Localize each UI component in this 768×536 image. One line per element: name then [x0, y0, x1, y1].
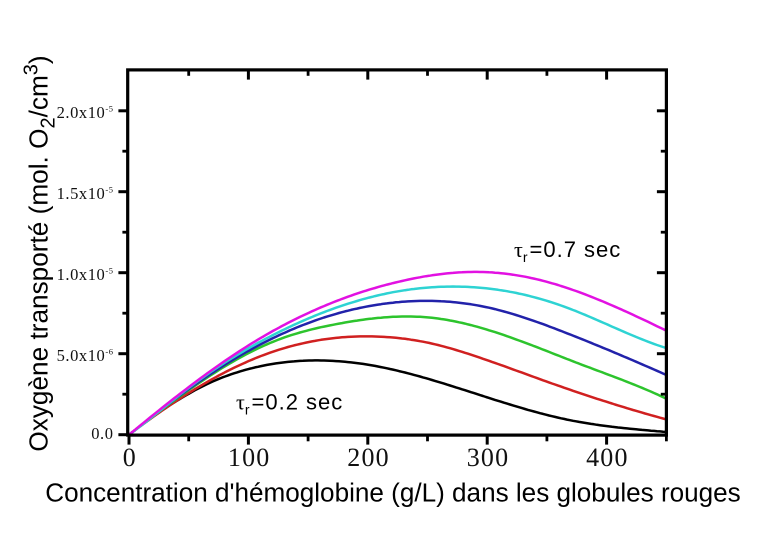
svg-text:300: 300 — [467, 443, 510, 472]
svg-text:=0.2 sec: =0.2 sec — [252, 390, 344, 415]
svg-text:=0.7 sec: =0.7 sec — [530, 237, 622, 262]
svg-text:100: 100 — [228, 443, 271, 472]
svg-text:0.0: 0.0 — [91, 424, 113, 443]
svg-text:200: 200 — [347, 443, 390, 472]
svg-text:1.5x10-5: 1.5x10-5 — [57, 184, 114, 203]
svg-text:Concentration d'hémoglobine (g: Concentration d'hémoglobine (g/L) dans l… — [45, 478, 740, 508]
svg-text:1.0x10-5: 1.0x10-5 — [57, 265, 114, 284]
svg-text:5.0x10-6: 5.0x10-6 — [57, 346, 114, 365]
svg-text:0: 0 — [123, 443, 137, 472]
svg-text:2.0x10-5: 2.0x10-5 — [57, 103, 114, 122]
svg-text:400: 400 — [586, 443, 629, 472]
